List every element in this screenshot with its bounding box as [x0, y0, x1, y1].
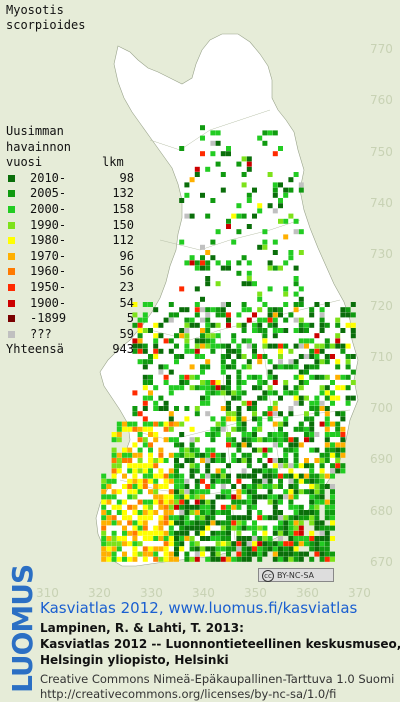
grid-label-north: 770 — [370, 42, 393, 56]
grid-label-east: 330 — [140, 586, 163, 600]
observation-squares — [101, 125, 356, 562]
grid-label-east: 320 — [88, 586, 111, 600]
legend-swatch — [8, 205, 15, 213]
legend: Uusimman havainnon vuosi lkm 2010- 98 2005… — [6, 124, 134, 358]
grid-label-east: 350 — [244, 586, 267, 600]
legend-label: ??? — [30, 326, 52, 341]
legend-label: 1990- — [30, 217, 67, 232]
legend-count: 5 — [126, 311, 134, 326]
legend-label: -1899 — [30, 311, 67, 326]
grid-label-north: 680 — [370, 503, 393, 518]
legend-swatch — [8, 221, 15, 229]
atlas-link[interactable]: Kasviatlas 2012, www.luomus.fi/kasviatla… — [40, 599, 358, 617]
grid-label-north: 670 — [370, 555, 393, 569]
legend-item: 1960- 56 — [6, 264, 134, 280]
legend-header-year: vuosi — [6, 155, 43, 170]
legend-header-count: lkm — [102, 155, 124, 170]
legend-total-label: Yhteensä — [6, 342, 64, 357]
grid-label-north: 760 — [370, 93, 393, 108]
legend-label: 2005- — [30, 186, 67, 201]
legend-count: 158 — [112, 201, 134, 216]
finland-distribution-map — [95, 33, 359, 567]
legend-count: 56 — [119, 264, 134, 279]
legend-swatch — [8, 268, 15, 276]
legend-label: 1950- — [30, 279, 67, 294]
legend-swatch — [8, 190, 15, 198]
legend-item: 1900- 54 — [6, 295, 134, 312]
legend-label: 1900- — [30, 295, 67, 310]
grid-label-north: 750 — [370, 144, 393, 159]
legend-count: 59 — [119, 326, 134, 341]
legend-item: 2000- 158 — [6, 201, 134, 218]
legend-item: ??? 59 — [6, 326, 134, 343]
grid-label-east: 340 — [192, 586, 215, 600]
legend-count: 96 — [119, 248, 134, 263]
grid-label-north: 740 — [370, 195, 393, 210]
legend-header-1: Uusimman — [6, 124, 64, 138]
legend-count: 132 — [112, 186, 134, 201]
legend-label: 1960- — [30, 264, 67, 279]
legend-item: 1950- 23 — [6, 279, 134, 296]
legend-item: 1990- 150 — [6, 217, 134, 234]
legend-label: 2010- — [30, 170, 67, 185]
reference-text: Lampinen, R. & Lahti, T. 2013: Kasviatlas… — [40, 621, 400, 667]
grid-label-east: 310 — [36, 586, 59, 600]
license-text: Creative Commons Nimeä-Epäkaupallinen-Ta… — [40, 672, 395, 701]
legend-item: 2010- 98 — [6, 170, 134, 187]
legend-swatch — [8, 237, 15, 245]
legend-label: 1980- — [30, 233, 67, 248]
grid-label-north: 730 — [370, 247, 393, 262]
legend-label: 1970- — [30, 248, 67, 263]
legend-swatch — [8, 283, 15, 291]
grid-label-north: 700 — [370, 401, 393, 416]
legend-count: 98 — [119, 170, 134, 185]
legend-swatch — [8, 315, 15, 323]
legend-header-2: havainnon — [6, 139, 72, 154]
legend-item: -1899 5 — [6, 311, 134, 327]
species-title: Myosotis scorpioides — [6, 3, 86, 32]
legend-total-count: 943 — [112, 342, 134, 357]
legend-label: 2000- — [30, 201, 67, 216]
legend-item: 1980- 112 — [6, 233, 134, 249]
luomus-logo: LUOMUS — [6, 564, 39, 693]
legend-count: 150 — [112, 217, 134, 232]
license-badge[interactable]: cc BY-NC-SA — [258, 568, 334, 582]
cc-icon: cc — [262, 569, 274, 582]
grid-label-north: 690 — [370, 452, 393, 467]
legend-item: 1970- 96 — [6, 248, 134, 265]
license-url[interactable]: http://creativecommons.org/licenses/by-n… — [40, 687, 337, 701]
grid-label-north: 720 — [370, 298, 393, 313]
legend-swatch — [8, 299, 15, 307]
grid-label-east: 370 — [348, 586, 371, 600]
legend-count: 23 — [119, 279, 134, 294]
legend-swatch — [8, 252, 15, 260]
legend-swatch — [8, 174, 15, 182]
legend-count: 112 — [112, 233, 134, 248]
legend-swatch — [8, 330, 15, 338]
grid-label-east: 360 — [296, 586, 319, 600]
legend-count: 54 — [119, 295, 134, 310]
legend-item: 2005- 132 — [6, 186, 134, 202]
grid-label-north: 710 — [370, 349, 393, 364]
